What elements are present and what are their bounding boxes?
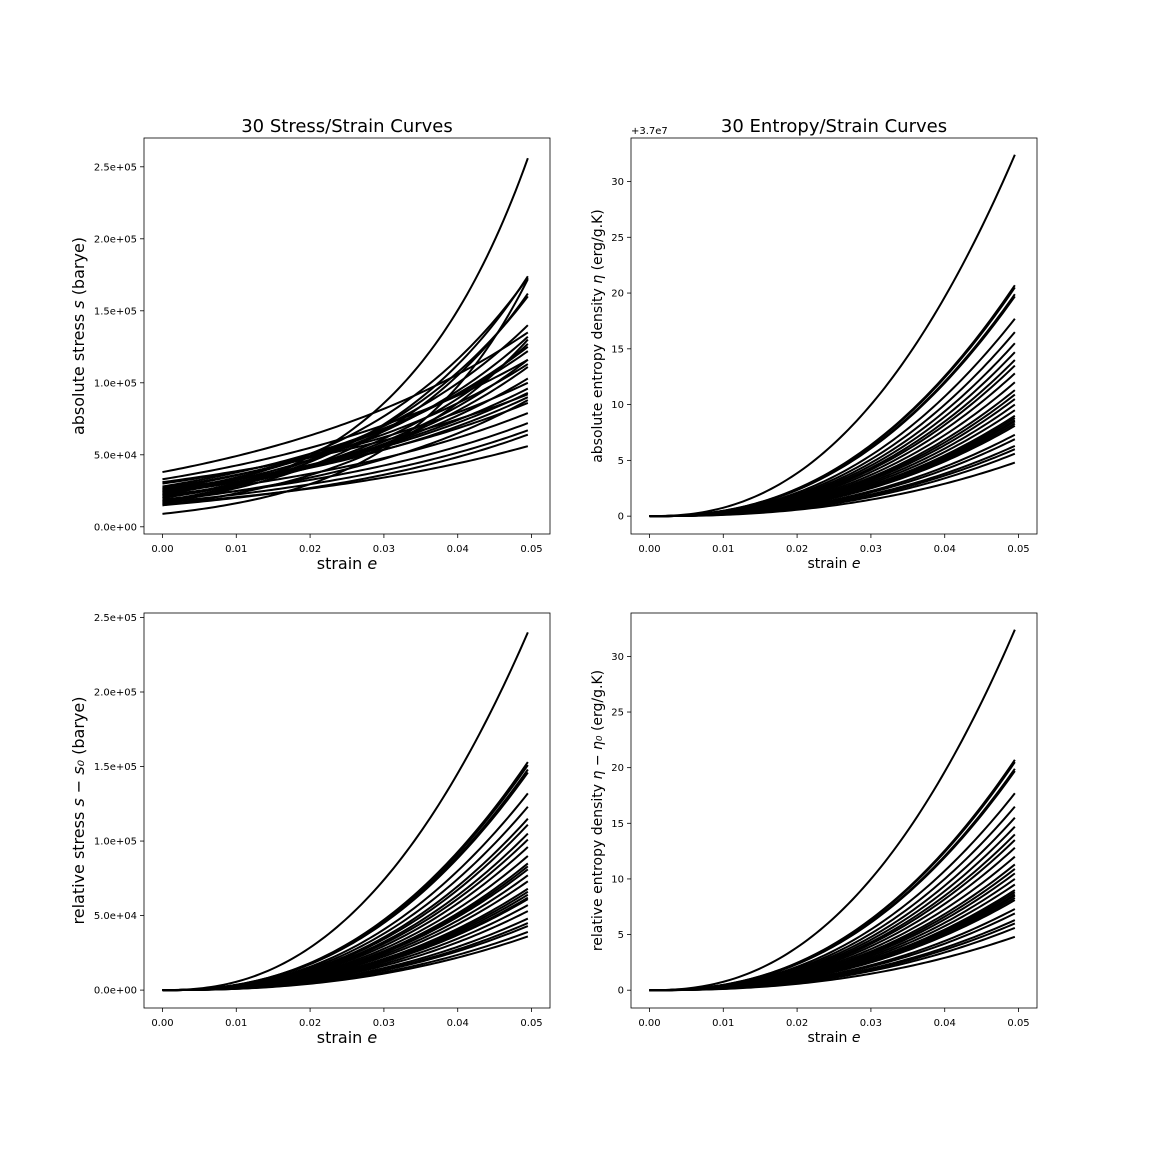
y-tick-label: 2.0e+05 — [94, 688, 137, 699]
y-tick-label: 25 — [611, 708, 624, 719]
x-axis-label: strain e — [808, 1030, 861, 1046]
y-tick-label: 30 — [611, 652, 624, 663]
x-tick-label: 0.00 — [151, 1018, 173, 1029]
x-tick-label: 0.01 — [712, 544, 734, 555]
x-tick-label: 0.02 — [786, 1018, 808, 1029]
x-tick-label: 0.05 — [1007, 1018, 1029, 1029]
x-tick-label: 0.04 — [934, 1018, 956, 1029]
x-tick-label: 0.05 — [520, 1018, 542, 1029]
curve-line-30 — [162, 935, 529, 992]
curve-line-27 — [162, 292, 529, 504]
y-tick-label: 1.5e+05 — [94, 762, 137, 773]
y-tick-label: 2.5e+05 — [94, 162, 137, 173]
curve-line-29 — [162, 338, 529, 507]
x-tick-label: 0.00 — [638, 544, 660, 555]
plot-frame — [630, 612, 1038, 1009]
x-tick-label: 0.03 — [373, 1018, 395, 1029]
x-tick-label: 0.00 — [151, 544, 173, 555]
y-offset-text: +3.7e7 — [631, 126, 668, 137]
y-axis-label: relative stress s − s₀ (barye) — [69, 697, 88, 925]
curve-line-1 — [649, 629, 1016, 992]
x-tick-label: 0.01 — [225, 1018, 247, 1029]
y-tick-label: 1.0e+05 — [94, 837, 137, 848]
y-tick-label: 30 — [611, 177, 624, 188]
x-tick-label: 0.04 — [447, 1018, 469, 1029]
y-axis-label: relative entropy density η − η₀ (erg/g.K… — [590, 670, 606, 951]
x-tick-label: 0.02 — [299, 1018, 321, 1029]
x-tick-label: 0.02 — [299, 544, 321, 555]
x-tick-label: 0.01 — [225, 544, 247, 555]
curve-line-25 — [162, 399, 529, 502]
chart-panel-1: 0.00 0.01 0.02 0.03 0.04 0.05 0.0e+00 5.0e+04 1.… — [69, 116, 551, 573]
y-tick-label: 5.0e+04 — [94, 450, 137, 461]
y-tick-label: 10 — [611, 874, 624, 885]
y-tick-label: 1.5e+05 — [94, 306, 137, 317]
curve-line-24 — [162, 275, 529, 502]
x-tick-label: 0.04 — [934, 544, 956, 555]
y-tick-label: 15 — [611, 344, 624, 355]
curve-line-3 — [162, 331, 529, 474]
y-tick-label: 5 — [618, 930, 624, 941]
y-tick-label: 0 — [618, 986, 624, 997]
x-tick-label: 0.04 — [447, 544, 469, 555]
x-tick-label: 0.05 — [520, 544, 542, 555]
x-tick-label: 0.03 — [860, 1018, 882, 1029]
curve-line-1 — [162, 631, 529, 992]
curve-line-30 — [649, 935, 1016, 992]
chart-title: 30 Stress/Strain Curves — [241, 116, 453, 137]
x-tick-label: 0.05 — [1007, 544, 1029, 555]
y-tick-label: 2.5e+05 — [94, 613, 137, 624]
x-tick-label: 0.03 — [373, 544, 395, 555]
chart-panel-2: 0.00 0.01 0.02 0.03 0.04 0.05 0 5 10 15 20 25 30 30 E… — [590, 116, 1038, 572]
curve-line-13 — [162, 324, 529, 494]
curve-line-30 — [649, 461, 1016, 518]
x-tick-label: 0.01 — [712, 1018, 734, 1029]
chart-title: 30 Entropy/Strain Curves — [721, 116, 947, 137]
y-tick-label: 0.0e+00 — [94, 986, 137, 997]
y-tick-label: 2.0e+05 — [94, 234, 137, 245]
y-tick-label: 5.0e+04 — [94, 911, 137, 922]
x-axis-label: strain e — [317, 1028, 378, 1047]
curve-line-18 — [162, 277, 529, 497]
curve-group — [162, 631, 529, 992]
x-axis-label: strain e — [317, 554, 378, 573]
curve-line-1 — [649, 154, 1016, 518]
curve-group — [649, 154, 1016, 518]
y-tick-label: 0 — [618, 512, 624, 523]
plot-frame — [143, 137, 551, 535]
y-axis-label: absolute stress s (barye) — [69, 237, 88, 435]
curve-group — [649, 629, 1016, 992]
y-axis-label: absolute entropy density η (erg/g.K) — [590, 209, 606, 463]
y-tick-label: 20 — [611, 763, 624, 774]
chart-panel-3: 0.00 0.01 0.02 0.03 0.04 0.05 0.0e+00 5.0e+04 1.… — [69, 612, 551, 1047]
plot-frame — [630, 137, 1038, 535]
plot-frame — [143, 612, 551, 1009]
y-tick-label: 1.0e+05 — [94, 378, 137, 389]
curve-line-22 — [162, 343, 529, 499]
y-tick-label: 20 — [611, 289, 624, 300]
curve-group — [162, 157, 529, 515]
y-tick-label: 0.0e+00 — [94, 522, 137, 533]
x-tick-label: 0.00 — [638, 1018, 660, 1029]
x-axis-label: strain e — [808, 556, 861, 572]
y-tick-label: 25 — [611, 233, 624, 244]
curve-line-30 — [162, 433, 529, 507]
chart-panel-4: 0.00 0.01 0.02 0.03 0.04 0.05 0 5 10 15 20 25 30 stra… — [590, 612, 1038, 1046]
y-tick-label: 5 — [618, 456, 624, 467]
x-tick-label: 0.02 — [786, 544, 808, 555]
y-tick-label: 10 — [611, 400, 624, 411]
x-tick-label: 0.03 — [860, 544, 882, 555]
y-tick-label: 15 — [611, 819, 624, 830]
